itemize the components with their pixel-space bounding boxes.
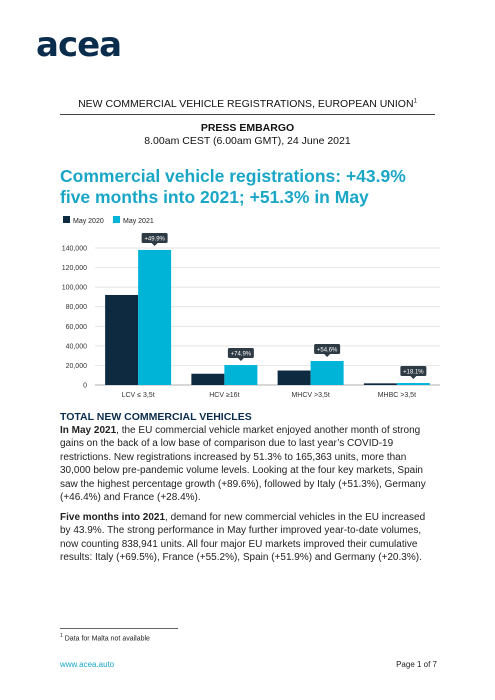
bar	[310, 361, 344, 385]
y-tick-label: 80,000	[66, 304, 88, 311]
ytd-paragraph: Five months into 2021, demand for new co…	[60, 511, 438, 565]
y-tick-label: 120,000	[62, 265, 87, 272]
annotation-pointer	[324, 354, 331, 358]
footnote-divider	[60, 628, 178, 629]
y-tick-label: 100,000	[62, 285, 87, 292]
annotation-pointer	[410, 376, 417, 380]
section-title: TOTAL NEW COMMERCIAL VEHICLES	[60, 411, 252, 423]
acea-logo: acea	[36, 25, 122, 65]
header-footnote-mark: 1	[413, 98, 417, 105]
registrations-bar-chart: May 2020 May 2021 0 20,000 40,000 60,000 80,00…	[62, 216, 440, 399]
legend-label: May 2020	[73, 218, 104, 225]
ytd-paragraph-text: , demand for new commercial vehicles in …	[60, 512, 426, 564]
annotation-pointer	[237, 358, 244, 362]
y-tick-label: 20,000	[66, 363, 88, 370]
legend-swatch	[63, 216, 70, 223]
annotation-pointer	[151, 242, 158, 246]
footnote-text: Data for Malta not available	[64, 635, 150, 643]
y-tick-label: 140,000	[62, 246, 87, 253]
bar	[191, 373, 225, 385]
annotation-box	[400, 366, 427, 377]
press-embargo-time: 8.00am CEST (6.00am GMT), 24 June 2021	[144, 135, 351, 147]
annotation-label: +18.1%	[403, 370, 424, 376]
annotation-label: +74.9%	[231, 352, 252, 358]
annotation-label: +54.6%	[317, 348, 338, 354]
header-title-text: NEW COMMERCIAL VEHICLE REGISTRATIONS, EU…	[78, 98, 414, 110]
annotation-label: +49.9%	[144, 236, 165, 242]
bar	[105, 294, 139, 385]
legend-label: May 2021	[123, 218, 154, 225]
may-paragraph-text: , the EU commercial vehicle market enjoy…	[60, 425, 426, 504]
annotation-box	[227, 348, 254, 359]
x-tick-label: MHCV >3,5t	[291, 392, 329, 399]
legend-swatch	[113, 216, 120, 223]
footnote-mark: 1	[60, 633, 63, 639]
bar	[277, 370, 311, 385]
bar	[138, 249, 172, 385]
annotation-box	[314, 344, 341, 355]
bar	[224, 365, 258, 385]
bar	[396, 383, 430, 385]
may-paragraph-lead: In May 2021	[60, 425, 117, 436]
header-divider	[60, 114, 435, 115]
bar	[363, 383, 397, 385]
footer-page-number: Page 1 of 7	[396, 660, 437, 669]
footer-url-link[interactable]: www.acea.auto	[60, 660, 115, 669]
press-embargo-label: PRESS EMBARGO	[200, 122, 295, 134]
y-tick-label: 60,000	[66, 324, 88, 331]
headline: Commercial vehicle registrations: +43.9%…	[60, 166, 406, 207]
footnote: 1 Data for Malta not available	[60, 633, 150, 642]
x-tick-label: MHBC >3,5t	[378, 392, 416, 399]
report-header-title: NEW COMMERCIAL VEHICLE REGISTRATIONS, EU…	[0, 98, 495, 110]
y-tick-label: 0	[83, 383, 87, 390]
ytd-paragraph-lead: Five months into 2021	[60, 512, 166, 523]
y-tick-label: 40,000	[66, 343, 88, 350]
x-tick-label: LCV ≤ 3,5t	[122, 392, 155, 399]
annotation-box	[141, 232, 168, 243]
x-tick-label: HCV ≥16t	[209, 392, 239, 399]
may-paragraph: In May 2021, the EU commercial vehicle m…	[60, 424, 438, 504]
